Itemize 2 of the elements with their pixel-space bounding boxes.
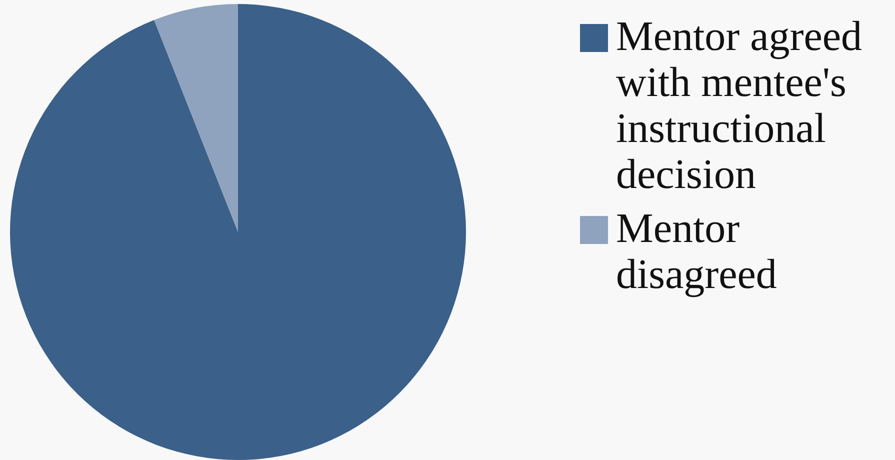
legend-label: Mentor agreed with mentee's instructional decision [616, 14, 864, 198]
legend-label: Mentor disagreed [616, 206, 778, 298]
